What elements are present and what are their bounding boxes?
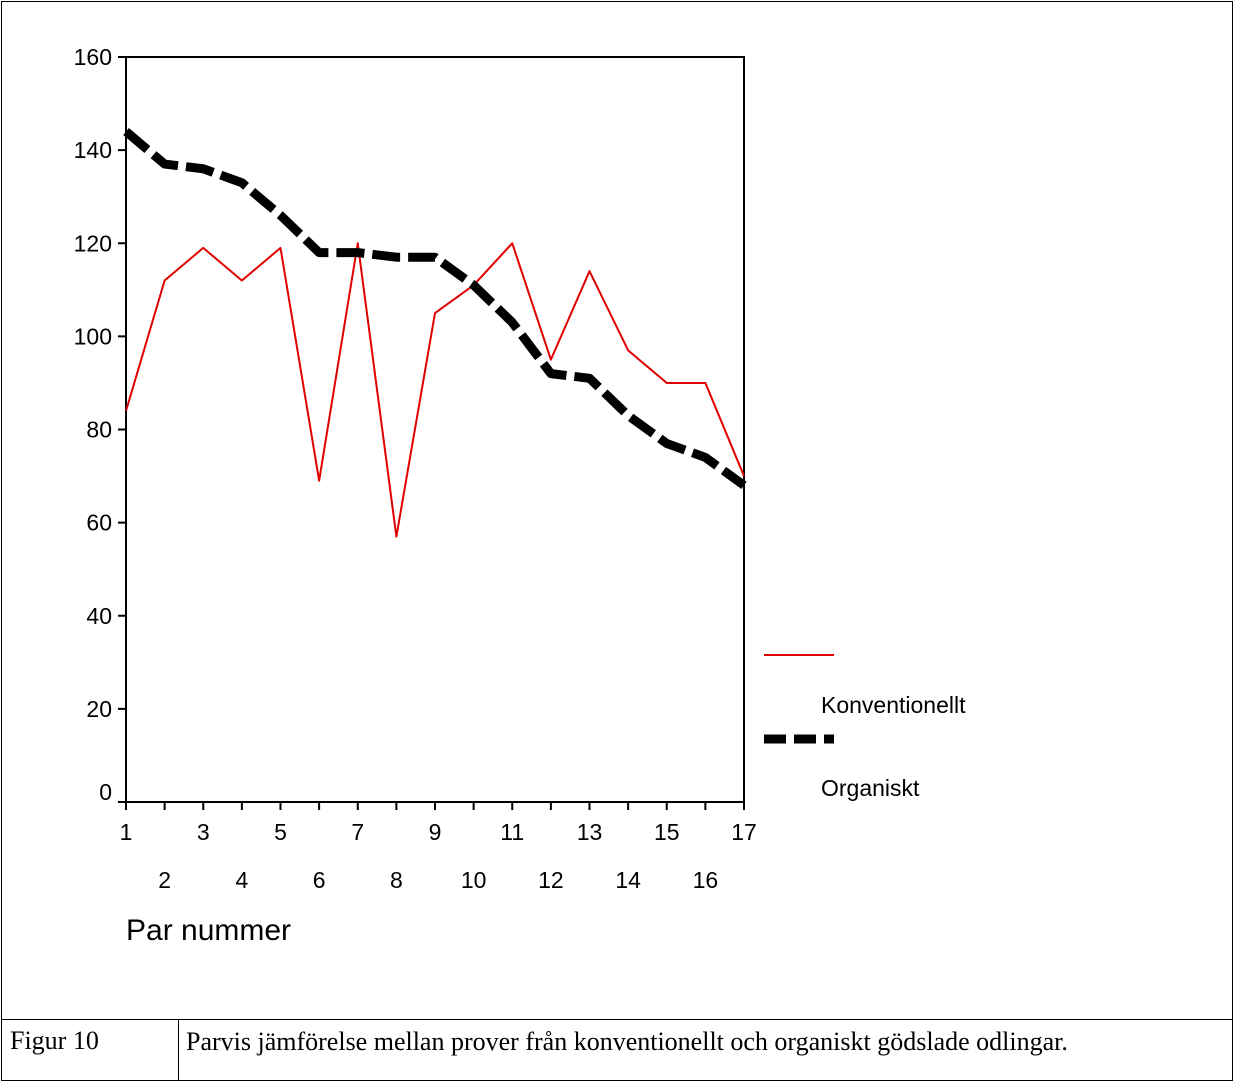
- x-tick-label: 2: [158, 867, 171, 893]
- x-tick-label: 15: [654, 819, 680, 845]
- y-tick-label: 40: [86, 603, 112, 629]
- series-line-konventionellt: [125, 242, 745, 538]
- x-tick-label: 14: [615, 867, 641, 893]
- y-tick-label: 80: [86, 417, 112, 443]
- y-tick-label: 100: [74, 323, 112, 349]
- x-tick-label: 11: [500, 819, 524, 845]
- x-tick-label: 8: [390, 867, 403, 893]
- y-tick-label: 0: [99, 779, 112, 805]
- legend-label: Konventionellt: [821, 692, 966, 718]
- figure-number: Figur 10: [10, 1026, 99, 1055]
- y-tick-label: 160: [74, 44, 112, 70]
- legend-label: Organiskt: [821, 775, 920, 801]
- x-tick-label: 13: [577, 819, 603, 845]
- x-tick-label: 7: [351, 819, 364, 845]
- x-tick-label: 17: [731, 819, 757, 845]
- x-tick-label: 5: [274, 819, 287, 845]
- y-tick-label: 140: [74, 137, 112, 163]
- x-axis-title: Par nummer: [126, 914, 291, 947]
- y-tick-label: 120: [74, 230, 112, 256]
- x-tick-label: 6: [313, 867, 326, 893]
- y-tick-label: 60: [86, 510, 112, 536]
- x-tick-label: 3: [197, 819, 210, 845]
- chart-legend: Konventionellt Organiskt: [764, 654, 966, 801]
- y-tick-label: 20: [86, 696, 112, 722]
- x-tick-label: 1: [120, 819, 133, 845]
- caption-divider: [178, 1019, 179, 1081]
- x-tick-label: 4: [235, 867, 248, 893]
- x-tick-label: 9: [429, 819, 442, 845]
- x-tick-label: 12: [538, 867, 564, 893]
- caption-row: [1, 1019, 1233, 1081]
- x-tick-label: 16: [693, 867, 719, 893]
- series-line-organiskt: [123, 128, 747, 490]
- chart-series: [123, 128, 747, 538]
- x-tick-label: 10: [461, 867, 487, 893]
- figure-caption: Parvis jämförelse mellan prover från kon…: [186, 1027, 1068, 1056]
